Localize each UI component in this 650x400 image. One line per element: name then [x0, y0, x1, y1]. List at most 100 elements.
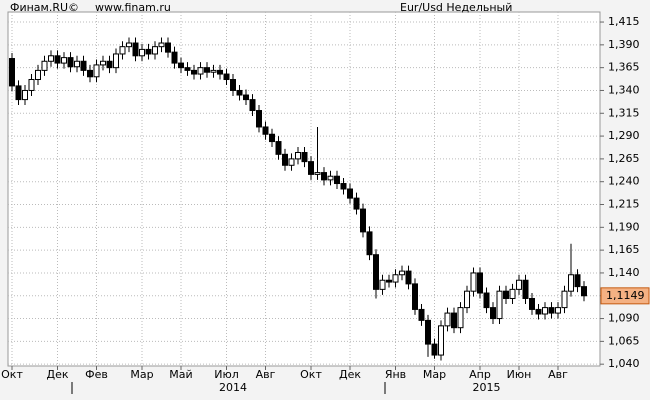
year-label: 2015 [473, 381, 501, 394]
candle-body [522, 279, 529, 299]
last-price-label: 1,1149 [606, 289, 645, 302]
candle-body [516, 279, 522, 290]
candle-body [48, 55, 54, 62]
candle-body [470, 272, 477, 292]
y-tick-label: 1,315 [608, 106, 640, 119]
last-price-tag [600, 287, 650, 305]
candle-body [106, 60, 113, 69]
candle-body [379, 279, 386, 290]
candle-body [503, 290, 509, 299]
candle-body [321, 172, 327, 181]
y-tick-label: 1,190 [608, 220, 640, 233]
candle-body [54, 55, 61, 64]
y-tick-label: 1,265 [608, 152, 640, 165]
candle-body [490, 307, 496, 320]
candle-body [28, 79, 35, 91]
candle-body [301, 152, 308, 163]
x-tick-label: Янв [385, 368, 406, 381]
y-tick-label: 1,040 [608, 357, 640, 370]
candle-body [22, 89, 28, 101]
x-tick-label: Май [169, 368, 192, 381]
candle-body [158, 42, 165, 48]
candle-body [223, 73, 230, 81]
candle-body [67, 57, 74, 68]
y-tick-label: 1,340 [608, 83, 640, 96]
candle-body [529, 297, 535, 310]
candle-body [308, 161, 314, 175]
candle-body [366, 231, 373, 256]
candle-body [282, 153, 288, 166]
candle-body [61, 57, 67, 64]
candle-body [477, 272, 483, 294]
candle-body [184, 67, 191, 71]
candle-body [171, 51, 178, 64]
candle-body [425, 319, 431, 345]
candle-body [15, 85, 22, 101]
candle-body [256, 110, 262, 128]
candle-body [444, 312, 451, 327]
candle-body [347, 188, 353, 199]
y-tick-label: 1,290 [608, 129, 640, 142]
y-tick-label: 1,215 [608, 198, 640, 211]
candle-body [496, 290, 503, 320]
x-tick-label: Апр [469, 368, 491, 381]
candle-body [399, 270, 405, 276]
candle-body [262, 126, 269, 135]
candle-body [457, 307, 464, 329]
site: www.finam.ru [95, 1, 171, 14]
candle-body [542, 307, 548, 315]
candle-body [509, 288, 516, 299]
candle-body [41, 60, 48, 71]
candle-body [392, 274, 399, 283]
chart-title: Eur/Usd Недельный [400, 1, 512, 14]
candle-body [230, 79, 236, 91]
candle-body [451, 312, 457, 329]
x-tick-label: Окт [300, 368, 322, 381]
candle-body [249, 99, 256, 112]
candle-body [431, 343, 438, 356]
candle-body [334, 175, 340, 185]
candle-body [74, 60, 80, 68]
candle-body [204, 67, 210, 73]
candle-body [269, 133, 275, 143]
candle-body [236, 89, 243, 96]
candle-body [191, 69, 197, 75]
source: Финам.RU© [10, 1, 79, 14]
candle-body [360, 208, 366, 233]
candle-body [561, 290, 568, 309]
x-tick-label: Мар [130, 368, 153, 381]
candle-body [80, 60, 87, 71]
candle-body [210, 69, 217, 73]
candle-body [483, 292, 490, 309]
candle-body [464, 290, 470, 309]
y-tick-label: 1,415 [608, 15, 640, 28]
y-tick-label: 1,165 [608, 243, 640, 256]
candle-body [275, 141, 282, 155]
y-tick-label: 1,365 [608, 61, 640, 74]
y-tick-label: 1,240 [608, 175, 640, 188]
candle-body [145, 48, 152, 55]
candle-body [126, 42, 132, 48]
candle-body [113, 53, 119, 69]
candle-body [197, 67, 204, 75]
candle-body [555, 307, 561, 314]
candle-body [9, 58, 15, 87]
candle-body [314, 172, 321, 175]
candle-body [152, 46, 158, 55]
x-tick-label: Дек [339, 368, 361, 381]
y-tick-label: 1,065 [608, 334, 640, 347]
candle-body [581, 286, 587, 297]
candle-body [548, 307, 555, 314]
candle-body [574, 274, 581, 288]
x-tick-label: Авг [548, 368, 568, 381]
candle-body [100, 60, 106, 66]
candle-body [139, 48, 145, 57]
candle-body [243, 94, 249, 101]
candle-body [132, 42, 139, 57]
candle-body [438, 325, 444, 356]
x-tick-label: Фев [85, 368, 108, 381]
year-label: 2014 [219, 381, 247, 394]
candle-body [340, 183, 347, 190]
y-tick-label: 1,390 [608, 38, 640, 51]
